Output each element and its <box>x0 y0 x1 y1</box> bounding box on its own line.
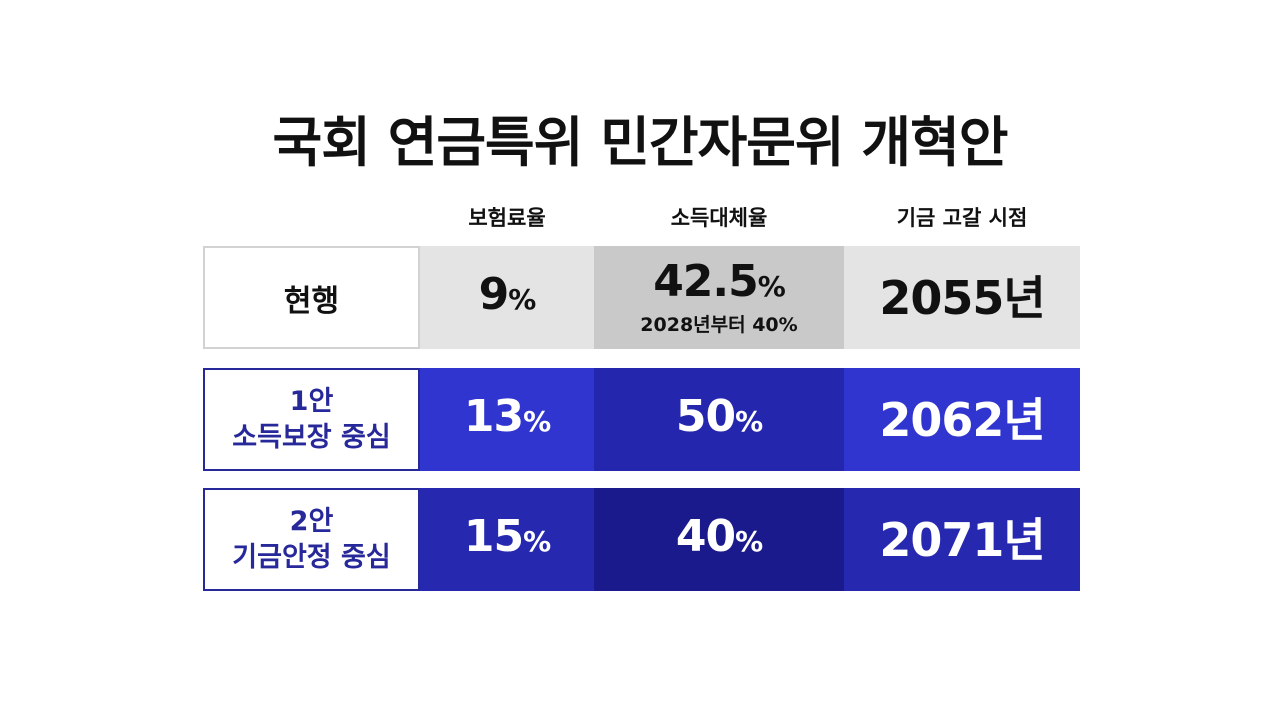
row-label-current: 현행 <box>203 246 420 349</box>
premium-rate-number: 15 <box>463 511 524 562</box>
row-label-line2: 기금안정 중심 <box>232 541 391 573</box>
cell-depletion-year: 2062년 <box>844 368 1080 471</box>
replacement-rate-unit: % <box>735 525 763 558</box>
row-label-line1: 2안 <box>289 505 334 537</box>
column-header-depletion-year: 기금 고갈 시점 <box>896 206 1028 230</box>
row-label-line2: 소득보장 중심 <box>232 421 391 453</box>
premium-rate-value: 9% <box>478 269 537 324</box>
replacement-rate-number: 50 <box>675 391 736 442</box>
cell-replacement-rate: 50% <box>594 368 844 471</box>
replacement-rate-number: 42.5 <box>653 256 759 307</box>
table-row-current: 현행 9% 42.5% 2028년부터 40% 2055년 <box>203 246 1080 349</box>
row-label-text: 현행 <box>283 283 340 319</box>
cell-depletion-year: 2071년 <box>844 488 1080 591</box>
replacement-rate-unit: % <box>757 270 786 303</box>
premium-rate-number: 13 <box>463 391 524 442</box>
cell-replacement-rate: 40% <box>594 488 844 591</box>
replacement-rate-value: 40% <box>675 511 763 566</box>
premium-rate-value: 15% <box>463 511 551 566</box>
premium-rate-unit: % <box>523 525 551 558</box>
depletion-year-value: 2055년 <box>879 270 1045 325</box>
row-label-plan-2: 2안 기금안정 중심 <box>203 488 420 591</box>
premium-rate-unit: % <box>523 405 551 438</box>
table-row-plan-2: 2안 기금안정 중심 15% 40% 2071년 <box>203 488 1080 591</box>
replacement-rate-number: 40 <box>675 511 736 562</box>
cell-depletion-year: 2055년 <box>844 246 1080 349</box>
cell-premium-rate: 15% <box>420 488 594 591</box>
depletion-year-value: 2062년 <box>879 392 1045 447</box>
replacement-rate-note: 2028년부터 40% <box>640 314 798 336</box>
cell-replacement-rate: 42.5% 2028년부터 40% <box>594 246 844 349</box>
premium-rate-unit: % <box>508 283 536 316</box>
premium-rate-value: 13% <box>463 391 551 446</box>
replacement-rate-value: 50% <box>675 391 763 446</box>
cell-premium-rate: 9% <box>420 246 594 349</box>
row-label-plan-1: 1안 소득보장 중심 <box>203 368 420 471</box>
cell-premium-rate: 13% <box>420 368 594 471</box>
depletion-year-value: 2071년 <box>879 512 1045 567</box>
premium-rate-number: 9 <box>478 269 510 320</box>
replacement-rate-unit: % <box>735 405 763 438</box>
page-title: 국회 연금특위 민간자문위 개혁안 <box>272 111 1009 174</box>
table-row-plan-1: 1안 소득보장 중심 13% 50% 2062년 <box>203 368 1080 471</box>
column-header-premium-rate: 보험료율 <box>468 206 546 230</box>
replacement-rate-value: 42.5% <box>653 256 786 311</box>
column-header-replacement-rate: 소득대체율 <box>670 206 768 230</box>
row-label-line1: 1안 <box>289 385 334 417</box>
